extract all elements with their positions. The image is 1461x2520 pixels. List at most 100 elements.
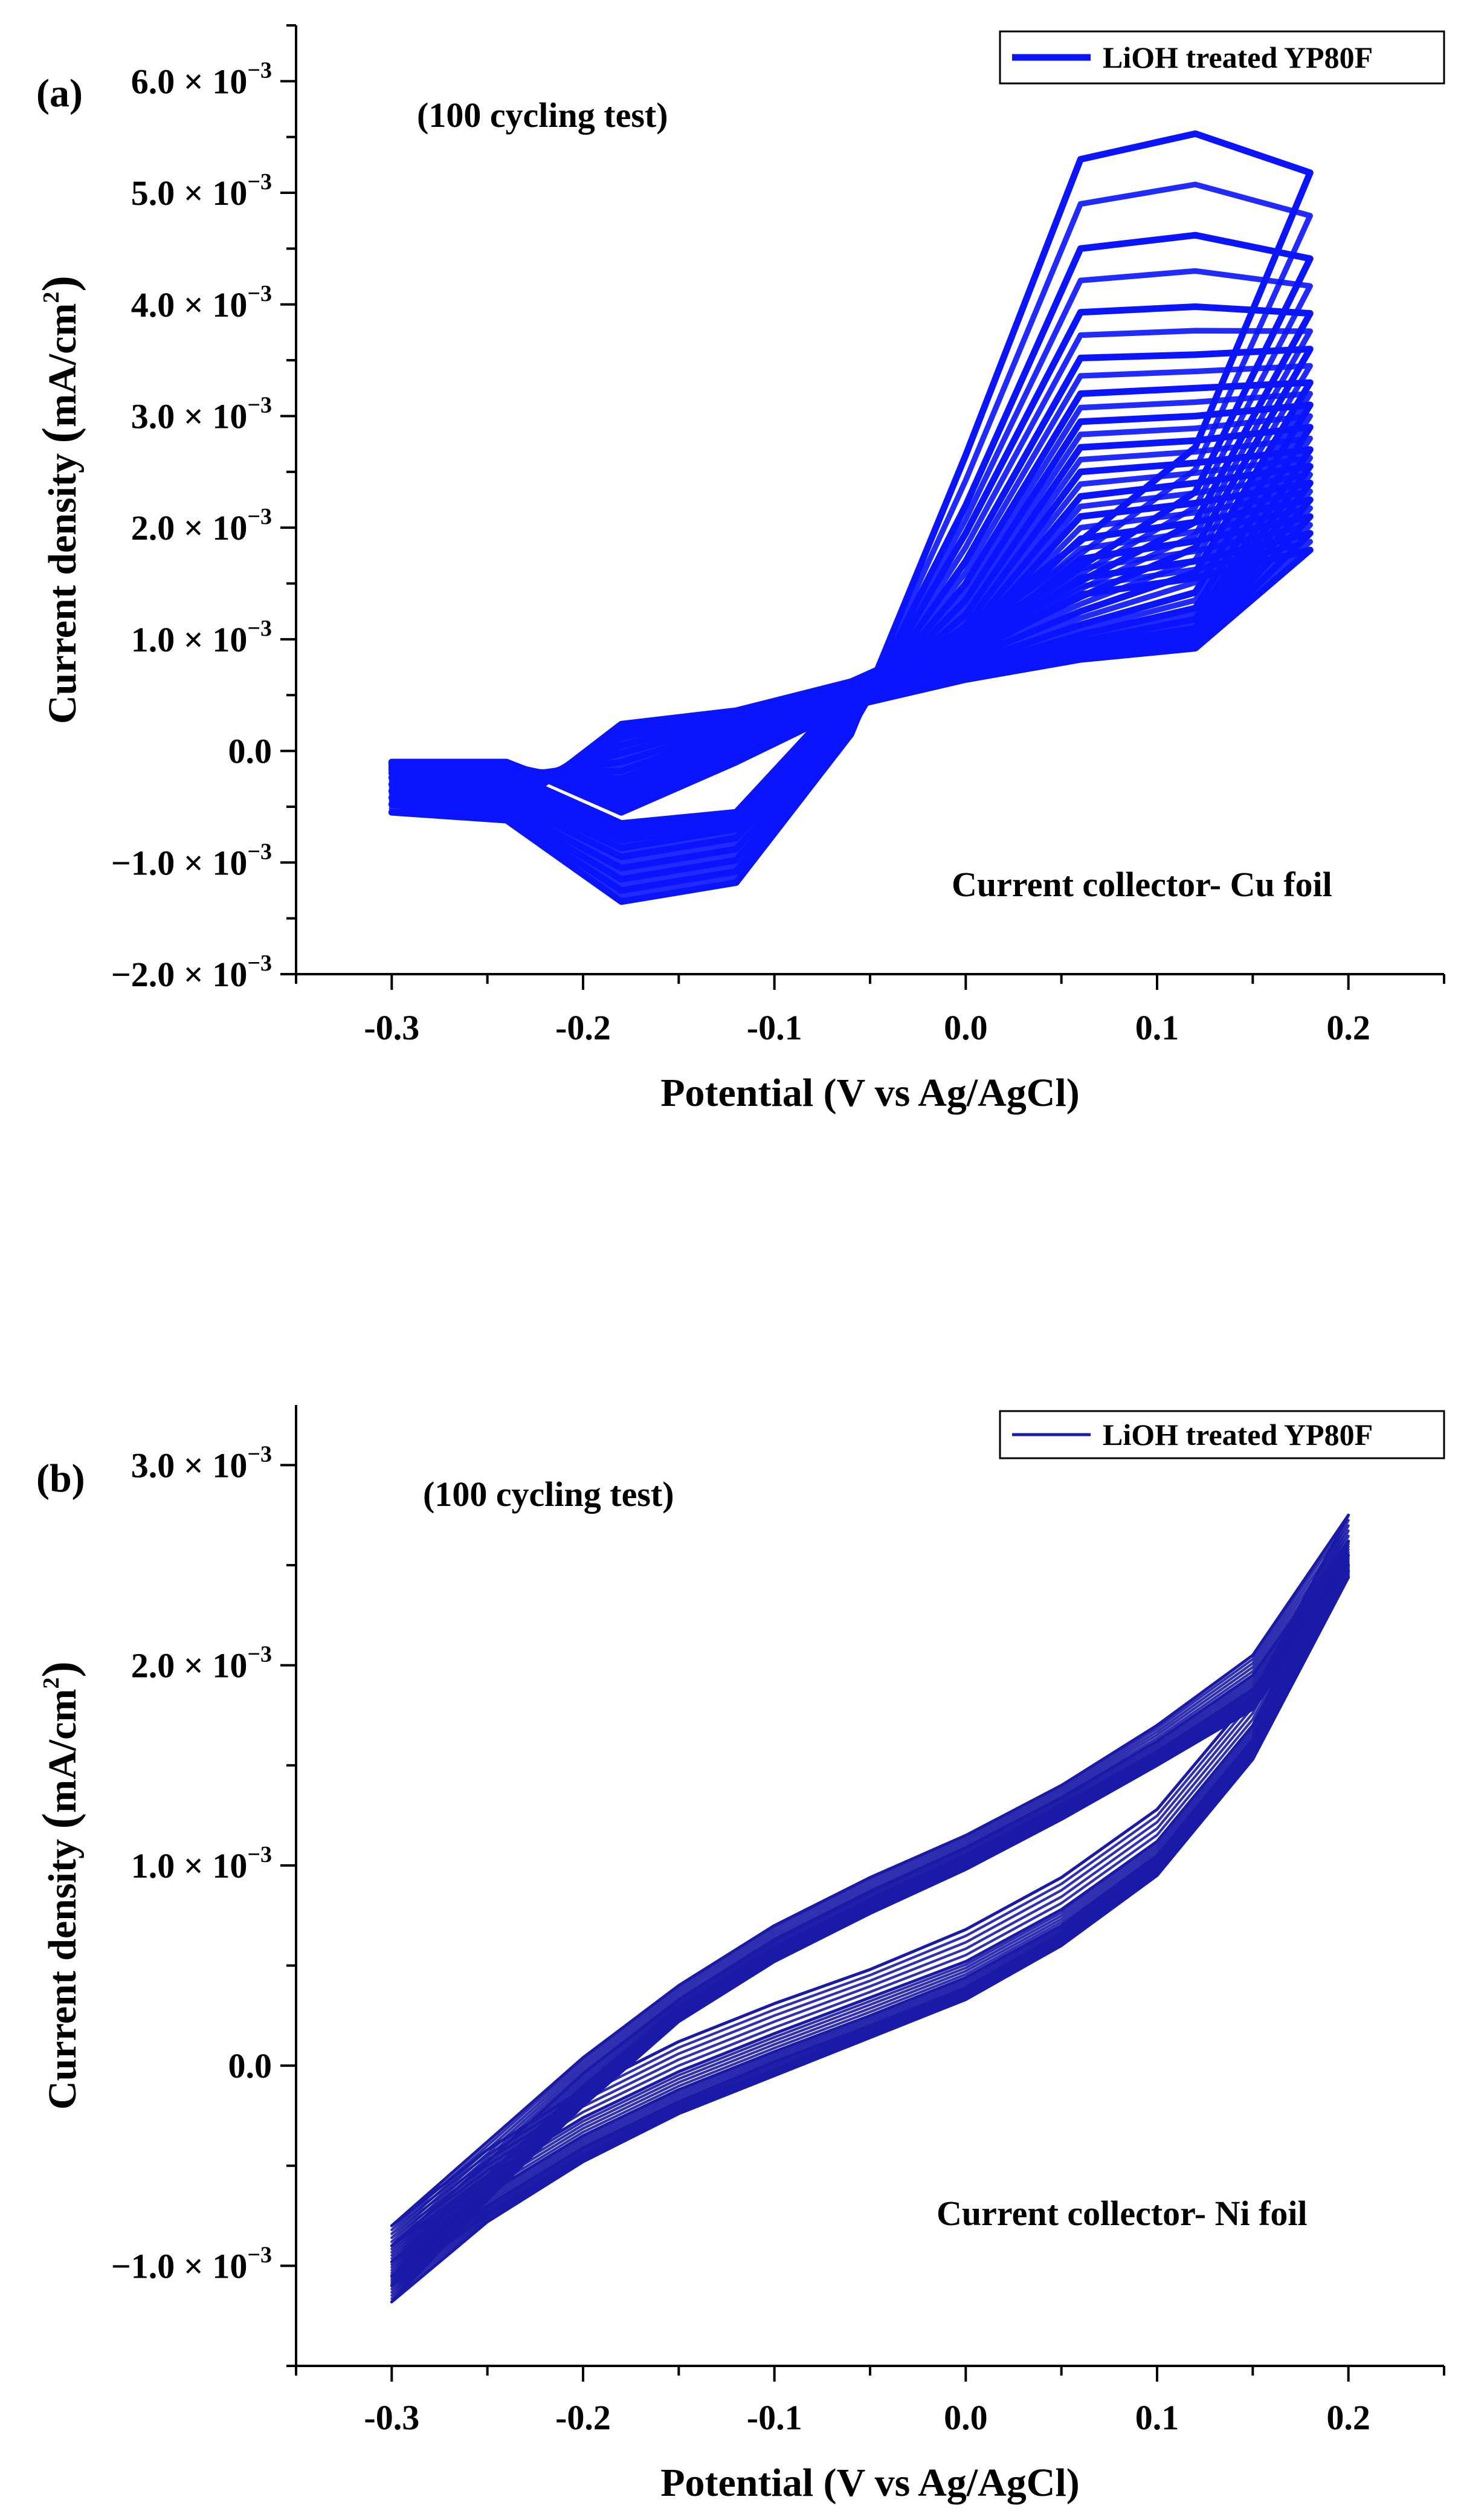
y-tick-label: 4.0 × 10−3	[131, 281, 272, 325]
cv-curve-cycle-1	[390, 1513, 1350, 2228]
y-tick-label: −2.0 × 10−3	[111, 951, 272, 994]
y-tick-label: 2.0 × 10−3	[131, 1642, 272, 1685]
cv-curve-interp	[390, 1529, 1350, 2240]
legend: LiOH treated YP80F	[999, 30, 1445, 85]
y-tick-label: 3.0 × 10−3	[131, 1441, 272, 1485]
y-tick-exponent: −3	[247, 1441, 272, 1467]
x-tick-label: -0.3	[364, 1008, 419, 1047]
panel-label: (a)	[36, 71, 83, 115]
x-axis-title: Potential (V vs Ag/AgCl)	[660, 2461, 1080, 2505]
y-axis-title-unit: mA/cm	[40, 303, 85, 427]
y-tick-mantissa: 2.0 × 10	[131, 1646, 248, 1685]
y-tick-exponent: −3	[247, 1642, 272, 1667]
y-tick-exponent: −3	[247, 504, 272, 529]
y-axis-title-main: Current density	[40, 444, 85, 724]
y-tick-label: 2.0 × 10−3	[131, 504, 272, 548]
cv-curve-cycle-2	[390, 1539, 1350, 2247]
x-axis-title: Potential (V vs Ag/AgCl)	[660, 1071, 1080, 1115]
y-axis-title: Current density (mA/cm2)	[33, 1661, 86, 2110]
cv-curve-interp	[390, 1519, 1350, 2231]
y-tick-mantissa: 6.0 × 10	[131, 62, 248, 101]
y-tick-exponent: −3	[247, 951, 272, 976]
y-axis-title-paren: (	[33, 427, 86, 444]
x-tick-label: -0.3	[364, 2398, 419, 2437]
x-tick-label: -0.1	[747, 2398, 802, 2437]
y-tick-mantissa: 1.0 × 10	[131, 620, 248, 659]
y-tick-mantissa: 3.0 × 10	[131, 396, 248, 436]
cv-curve-interp	[390, 1534, 1350, 2243]
cv-curve-cycle-2	[388, 231, 1314, 894]
cv-curve-cycle-100	[390, 1575, 1350, 2304]
cv-curve-cycle-1	[388, 130, 1314, 905]
y-tick-label: 5.0 × 10−3	[131, 169, 272, 213]
cv-curve-cycle-30	[388, 424, 1314, 844]
y-axis-title-paren: )	[33, 276, 86, 292]
panel-label: (b)	[36, 1456, 85, 1501]
y-tick-label: 6.0 × 10−3	[131, 57, 272, 101]
y-axis-title-main: Current density	[40, 1829, 85, 2110]
cv-curve-cycle-100	[388, 546, 1314, 827]
chart-panel-a: -0.3 -0.2 -0.1 0.0 0.1 0.2−2.0 × 10−3−1.0 × 1…	[33, 24, 1445, 1115]
legend-label: LiOH treated YP80F	[1103, 1418, 1373, 1452]
cv-curve-interp	[390, 1548, 1350, 2257]
y-tick-exponent: −3	[247, 169, 272, 195]
cv-curve-interp	[390, 1524, 1350, 2235]
y-tick-label: 3.0 × 10−3	[131, 392, 272, 436]
chart-panel-b: -0.3 -0.2 -0.1 0.0 0.1 0.2−1.0 × 10−30.01.0 ×…	[33, 1405, 1445, 2505]
y-axis-title-sup: 2	[39, 292, 64, 303]
cv-curve-cycle-5	[388, 346, 1314, 871]
x-tick-label: -0.1	[747, 1008, 802, 1047]
y-tick-exponent: −3	[247, 2242, 272, 2267]
cv-curve-cycle-10	[390, 1553, 1350, 2264]
annotation-collector: Current collector- Cu foil	[952, 865, 1332, 904]
annotation-cycling: (100 cycling test)	[423, 1475, 674, 1514]
y-tick-mantissa: 4.0 × 10	[131, 285, 248, 325]
x-tick-label: 0.2	[1326, 2398, 1370, 2437]
cv-curve-cycle-10	[388, 379, 1314, 861]
y-tick-exponent: −3	[247, 1842, 272, 1867]
y-tick-mantissa: −1.0 × 10	[111, 843, 248, 882]
y-tick-label: −1.0 × 10−3	[111, 2242, 272, 2286]
y-tick-mantissa: −2.0 × 10	[111, 955, 248, 994]
y-tick-label: 1.0 × 10−3	[131, 616, 272, 659]
cv-curve-cycle-20	[388, 401, 1314, 851]
y-tick-mantissa: 5.0 × 10	[131, 173, 248, 213]
x-tick-label: 0.1	[1135, 1008, 1179, 1047]
legend-label: LiOH treated YP80F	[1103, 40, 1373, 74]
y-axis-title-paren: )	[33, 1661, 86, 1678]
y-tick-mantissa: −1.0 × 10	[111, 2246, 248, 2286]
cv-curve-cycle-60	[390, 1569, 1350, 2287]
legend: LiOH treated YP80F	[999, 1410, 1445, 1459]
curve-group	[390, 1513, 1350, 2304]
y-axis-title: Current density (mA/cm2)	[33, 276, 86, 724]
annotation-cycling: (100 cycling test)	[417, 95, 668, 135]
x-tick-label: -0.2	[555, 1008, 611, 1047]
cv-curve-cycle-3	[388, 303, 1314, 883]
y-tick-exponent: −3	[247, 839, 272, 864]
y-tick-label: 0.0	[228, 2046, 273, 2085]
y-tick-exponent: −3	[247, 616, 272, 641]
x-tick-label: -0.2	[555, 2398, 611, 2437]
cv-curve-cycle-40	[388, 446, 1314, 839]
annotation-collector: Current collector- Ni foil	[937, 2194, 1308, 2233]
y-tick-label: −1.0 × 10−3	[111, 839, 272, 882]
curve-group	[388, 130, 1314, 905]
y-tick-exponent: −3	[247, 57, 272, 83]
y-tick-mantissa: 1.0 × 10	[131, 1846, 248, 1885]
x-tick-label: 0.0	[944, 1008, 988, 1047]
y-tick-mantissa: 3.0 × 10	[131, 1446, 248, 1485]
y-tick-exponent: −3	[247, 281, 272, 306]
y-tick-label: 0.0	[228, 732, 273, 771]
y-tick-mantissa: 2.0 × 10	[131, 508, 248, 548]
y-axis-title-unit: mA/cm	[40, 1689, 85, 1813]
y-tick-label: 1.0 × 10−3	[131, 1842, 272, 1885]
y-axis-title-paren: (	[33, 1813, 86, 1829]
cv-curve-interp	[390, 1545, 1350, 2253]
x-tick-label: 0.1	[1135, 2398, 1179, 2437]
y-axis-title-sup: 2	[39, 1678, 64, 1689]
x-tick-label: 0.0	[944, 2398, 988, 2437]
y-tick-exponent: −3	[247, 392, 272, 418]
cv-curve-cycle-30	[390, 1563, 1350, 2278]
